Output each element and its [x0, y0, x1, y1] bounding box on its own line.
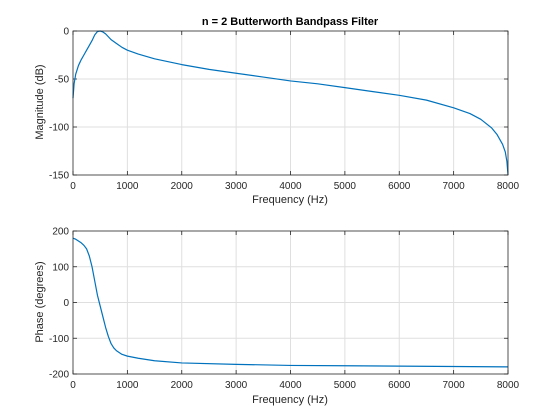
magnitude-x-axis-label: Frequency (Hz)	[252, 194, 328, 206]
magnitude-x-tick-label: 7000	[443, 181, 466, 192]
phase-x-tick-label: 8000	[497, 380, 520, 391]
magnitude-x-tick-label: 5000	[334, 181, 357, 192]
phase-y-tick-label: -100	[49, 334, 69, 345]
phase-x-tick-label: 6000	[388, 380, 411, 391]
magnitude-y-tick-label: -50	[55, 75, 70, 86]
magnitude-x-tick-label: 6000	[388, 181, 411, 192]
magnitude-chart-title: n = 2 Butterworth Bandpass Filter	[202, 16, 379, 28]
phase-response-line	[72, 237, 509, 368]
phase-x-tick-label: 5000	[334, 380, 357, 391]
phase-y-axis-label: Phase (degrees)	[34, 261, 46, 342]
magnitude-y-tick-label: -100	[49, 123, 69, 134]
magnitude-y-axis-label: Magnitude (dB)	[34, 64, 46, 139]
phase-x-tick-label: 0	[70, 380, 76, 391]
magnitude-x-tick-label: 2000	[171, 181, 194, 192]
magnitude-axes-frame	[72, 30, 509, 176]
phase-y-tick-label: 0	[63, 298, 69, 309]
magnitude-axes: n = 2 Butterworth Bandpass Filter Freque…	[34, 16, 520, 206]
phase-x-tick-label: 3000	[225, 380, 248, 391]
magnitude-y-tick-label: -150	[49, 171, 69, 182]
magnitude-x-tick-label: 8000	[497, 181, 520, 192]
phase-y-tick-label: 200	[52, 227, 69, 238]
phase-x-tick-label: 7000	[443, 380, 466, 391]
phase-y-tick-label: -200	[49, 370, 69, 381]
magnitude-x-tick-label: 0	[70, 181, 76, 192]
phase-axes-frame	[72, 230, 509, 375]
phase-x-tick-label: 1000	[116, 380, 139, 391]
phase-y-tick-label: 100	[52, 262, 69, 273]
phase-x-axis-label: Frequency (Hz)	[252, 394, 328, 406]
phase-axes: Frequency (Hz) Phase (degrees) 0 1000 2000…	[34, 227, 520, 407]
magnitude-x-tick-label: 1000	[116, 181, 139, 192]
magnitude-x-tick-label: 3000	[225, 181, 248, 192]
magnitude-response-line	[72, 30, 509, 176]
magnitude-y-tick-label: 0	[63, 27, 69, 38]
magnitude-x-tick-label: 4000	[279, 181, 302, 192]
phase-x-tick-label: 4000	[279, 380, 302, 391]
phase-x-tick-label: 2000	[171, 380, 194, 391]
